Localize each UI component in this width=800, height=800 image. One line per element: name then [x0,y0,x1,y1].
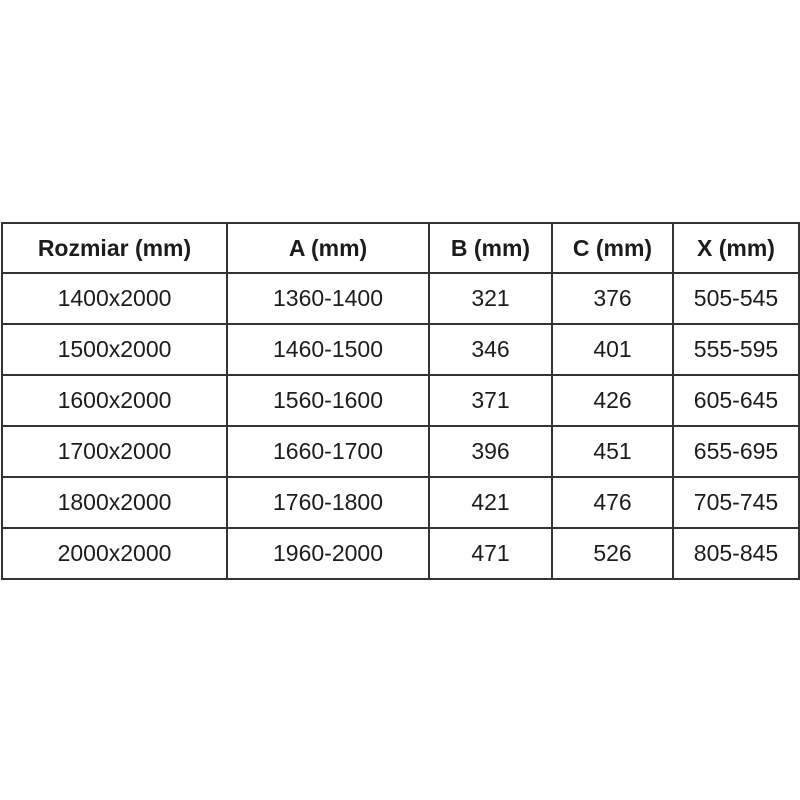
table-cell: 451 [551,425,674,478]
table-cell: 371 [428,374,553,427]
table-cell: 505-545 [672,272,800,325]
table-row: 1700x2000 1660-1700 396 451 655-695 [1,425,800,478]
table-cell: 321 [428,272,553,325]
table-cell: 1660-1700 [226,425,430,478]
table-cell: 1760-1800 [226,476,430,529]
table-cell: 805-845 [672,527,800,580]
table-cell: 555-595 [672,323,800,376]
table-body: 1400x2000 1360-1400 321 376 505-545 1500x2000… [1,272,800,580]
table-cell: 1360-1400 [226,272,430,325]
size-spec-table: Rozmiar (mm) A (mm) B (mm) C (mm) X (mm)… [1,222,800,580]
table-cell: 1460-1500 [226,323,430,376]
table-cell: 526 [551,527,674,580]
column-header-c: C (mm) [551,222,674,274]
table-row: 2000x2000 1960-2000 471 526 805-845 [1,527,800,580]
table-cell: 401 [551,323,674,376]
table-cell: 426 [551,374,674,427]
column-header-x: X (mm) [672,222,800,274]
table-cell: 476 [551,476,674,529]
table-cell: 1560-1600 [226,374,430,427]
table-row: 1400x2000 1360-1400 321 376 505-545 [1,272,800,325]
table-header-row: Rozmiar (mm) A (mm) B (mm) C (mm) X (mm) [1,222,800,274]
table-row: 1800x2000 1760-1800 421 476 705-745 [1,476,800,529]
table-cell: 1400x2000 [1,272,228,325]
column-header-b: B (mm) [428,222,553,274]
table-cell: 1600x2000 [1,374,228,427]
table-cell: 2000x2000 [1,527,228,580]
table-cell: 705-745 [672,476,800,529]
table-cell: 605-645 [672,374,800,427]
table-cell: 346 [428,323,553,376]
size-table-container: Rozmiar (mm) A (mm) B (mm) C (mm) X (mm)… [1,222,800,580]
table-cell: 396 [428,425,553,478]
table-row: 1600x2000 1560-1600 371 426 605-645 [1,374,800,427]
column-header-rozmiar: Rozmiar (mm) [1,222,228,274]
table-cell: 1960-2000 [226,527,430,580]
column-header-a: A (mm) [226,222,430,274]
table-cell: 471 [428,527,553,580]
table-cell: 1700x2000 [1,425,228,478]
table-cell: 655-695 [672,425,800,478]
table-row: 1500x2000 1460-1500 346 401 555-595 [1,323,800,376]
table-cell: 376 [551,272,674,325]
table-cell: 1500x2000 [1,323,228,376]
table-cell: 421 [428,476,553,529]
table-cell: 1800x2000 [1,476,228,529]
